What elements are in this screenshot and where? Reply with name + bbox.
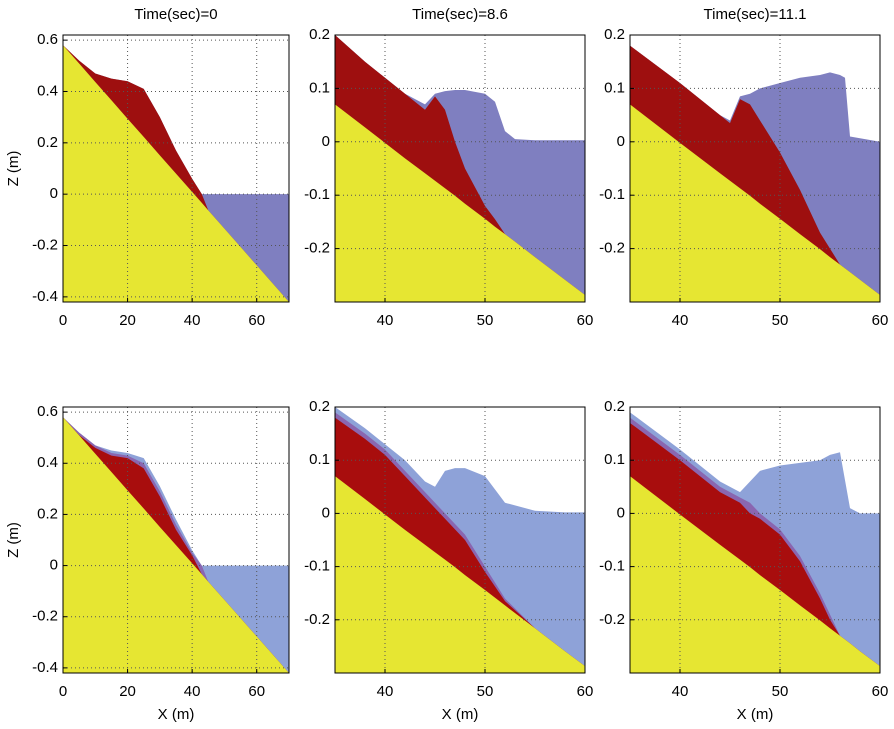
y-tick-label: 0.1 xyxy=(604,451,625,468)
y-tick-label: 0.2 xyxy=(604,26,625,43)
y-tick-label: -0.1 xyxy=(599,186,625,203)
axes-frame xyxy=(334,34,586,303)
y-axis-label: Z (m) xyxy=(5,151,22,187)
x-tick-label: 50 xyxy=(772,312,789,329)
y-tick-label: 0 xyxy=(50,185,58,202)
x-axis-label: X (m) xyxy=(442,706,479,723)
y-tick-label: -0.2 xyxy=(304,611,330,628)
y-tick-label: 0 xyxy=(322,133,330,150)
x-tick-label: 40 xyxy=(184,312,201,329)
plot-area xyxy=(63,417,289,673)
plot-area xyxy=(335,35,585,302)
area xyxy=(63,417,289,673)
x-tick-label: 60 xyxy=(872,312,889,329)
y-tick-label: 0.2 xyxy=(37,134,58,151)
x-tick-label: 0 xyxy=(59,312,67,329)
y-tick-label: 0 xyxy=(50,557,58,574)
area xyxy=(63,45,289,302)
x-axis-label: X (m) xyxy=(158,706,195,723)
x-tick-label: 40 xyxy=(377,683,394,700)
panel-title: Time(sec)=0 xyxy=(134,6,217,23)
y-tick-label: -0.4 xyxy=(32,659,58,676)
axes-frame xyxy=(334,406,586,674)
x-tick-label: 50 xyxy=(477,312,494,329)
y-tick-label: 0.2 xyxy=(309,26,330,43)
y-tick-label: 0.6 xyxy=(37,31,58,48)
axes-frame xyxy=(629,406,881,674)
y-tick-label: -0.1 xyxy=(304,558,330,575)
y-tick-label: 0.2 xyxy=(604,398,625,415)
y-tick-label: 0.2 xyxy=(309,398,330,415)
x-axis-label: X (m) xyxy=(737,706,774,723)
y-tick-label: 0.4 xyxy=(37,82,58,99)
y-tick-label: 0 xyxy=(617,504,625,521)
plot-area xyxy=(630,45,880,302)
x-tick-label: 50 xyxy=(477,683,494,700)
y-tick-label: -0.2 xyxy=(599,611,625,628)
y-tick-label: -0.1 xyxy=(599,558,625,575)
plot-area xyxy=(630,412,880,673)
panel-title: Time(sec)=8.6 xyxy=(412,6,508,23)
x-tick-label: 50 xyxy=(772,683,789,700)
y-tick-label: 0 xyxy=(322,504,330,521)
y-tick-label: -0.4 xyxy=(32,288,58,305)
panel-title: Time(sec)=11.1 xyxy=(704,6,807,23)
y-tick-label: -0.2 xyxy=(304,240,330,257)
y-tick-label: 0.1 xyxy=(309,79,330,96)
y-tick-label: 0.2 xyxy=(37,505,58,522)
y-tick-label: 0.1 xyxy=(604,79,625,96)
plot-area xyxy=(63,45,289,302)
area xyxy=(335,476,585,673)
y-tick-label: -0.2 xyxy=(599,240,625,257)
plot-area xyxy=(335,407,585,673)
x-tick-label: 40 xyxy=(672,312,689,329)
x-tick-label: 60 xyxy=(248,683,265,700)
axes-frame xyxy=(62,34,290,303)
x-tick-label: 60 xyxy=(872,683,889,700)
x-tick-label: 20 xyxy=(119,312,136,329)
x-tick-label: 40 xyxy=(672,683,689,700)
y-tick-label: -0.2 xyxy=(32,236,58,253)
y-tick-label: 0.6 xyxy=(37,403,58,420)
area xyxy=(630,476,880,673)
axes-frame xyxy=(629,34,881,303)
x-tick-label: 40 xyxy=(377,312,394,329)
axes-frame xyxy=(62,406,290,674)
x-tick-label: 0 xyxy=(59,683,67,700)
area xyxy=(630,104,880,302)
x-tick-label: 40 xyxy=(184,683,201,700)
y-tick-label: -0.2 xyxy=(32,608,58,625)
x-tick-label: 60 xyxy=(577,312,594,329)
area xyxy=(335,104,585,302)
y-tick-label: -0.1 xyxy=(304,186,330,203)
x-tick-label: 60 xyxy=(248,312,265,329)
y-axis-label: Z (m) xyxy=(5,522,22,558)
y-tick-label: 0 xyxy=(617,133,625,150)
x-tick-label: 20 xyxy=(119,683,136,700)
x-tick-label: 60 xyxy=(577,683,594,700)
y-tick-label: 0.1 xyxy=(309,451,330,468)
y-tick-label: 0.4 xyxy=(37,454,58,471)
